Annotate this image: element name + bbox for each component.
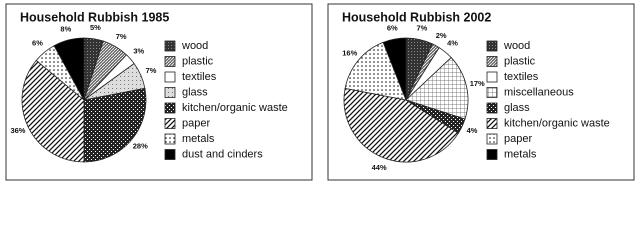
pie-slice <box>343 87 459 163</box>
legend-label: metals <box>182 133 215 145</box>
legend-swatch <box>164 40 176 52</box>
slice-label: 5% <box>90 23 101 32</box>
legend-swatch <box>164 118 176 129</box>
legend-label: textiles <box>504 71 539 83</box>
pie-slice <box>382 37 407 101</box>
legend-label: metals <box>504 148 537 160</box>
legend-label: paper <box>504 133 532 145</box>
page: {"chart_data":[ {"type":"pie","title":"H… <box>5 3 635 181</box>
slice-label: 8% <box>60 24 71 33</box>
pie-slice <box>344 41 407 101</box>
legend-swatch <box>486 71 498 83</box>
slice-label: 6% <box>387 23 398 32</box>
slice-label: 4% <box>447 39 458 48</box>
slice-label: 6% <box>32 39 43 48</box>
slice-label: 3% <box>133 47 144 56</box>
panel-frame <box>5 3 313 181</box>
legend-swatch <box>486 40 498 52</box>
legend-swatch <box>486 87 498 98</box>
legend-label: plastic <box>504 55 536 67</box>
legend-swatch <box>164 56 176 67</box>
legend-label: kitchen/organic waste <box>504 117 610 129</box>
legend-label: wood <box>503 40 530 52</box>
slice-label: 7% <box>116 32 127 41</box>
legend-swatch <box>164 149 176 160</box>
legend-label: paper <box>182 117 210 129</box>
slice-label: 36% <box>10 126 25 135</box>
chart-title: Household Rubbish 1985 <box>20 10 169 24</box>
panel-frame <box>327 3 635 181</box>
legend-swatch <box>486 102 498 114</box>
slice-label: 44% <box>372 163 387 172</box>
legend-swatch <box>486 118 498 129</box>
legend-swatch <box>486 133 498 145</box>
slice-label: 28% <box>133 142 148 151</box>
legend-label: glass <box>504 102 530 114</box>
legend-label: kitchen/organic waste <box>182 102 288 114</box>
slice-label: 7% <box>146 66 157 75</box>
legend-label: glass <box>182 86 208 98</box>
legend-swatch <box>164 87 176 98</box>
chart-title: Household Rubbish 2002 <box>342 10 491 24</box>
pie-slice <box>405 56 469 120</box>
legend-label: wood <box>181 40 208 52</box>
slice-label: 16% <box>342 48 357 57</box>
slice-label: 17% <box>470 79 485 88</box>
legend-label: plastic <box>182 55 214 67</box>
legend-label: miscellaneous <box>504 86 574 98</box>
pie-slice <box>21 59 85 163</box>
legend-label: dust and cinders <box>182 148 263 160</box>
legend-swatch <box>164 102 176 114</box>
legend-swatch <box>486 56 498 67</box>
legend-swatch <box>164 133 176 145</box>
slice-label: 2% <box>436 31 447 40</box>
pie-slice <box>83 87 147 163</box>
slice-label: 4% <box>467 126 478 135</box>
pie-slice <box>53 37 85 101</box>
legend-swatch <box>164 71 176 83</box>
legend-label: textiles <box>182 71 217 83</box>
legend-swatch <box>486 149 498 160</box>
slice-label: 7% <box>417 24 428 33</box>
